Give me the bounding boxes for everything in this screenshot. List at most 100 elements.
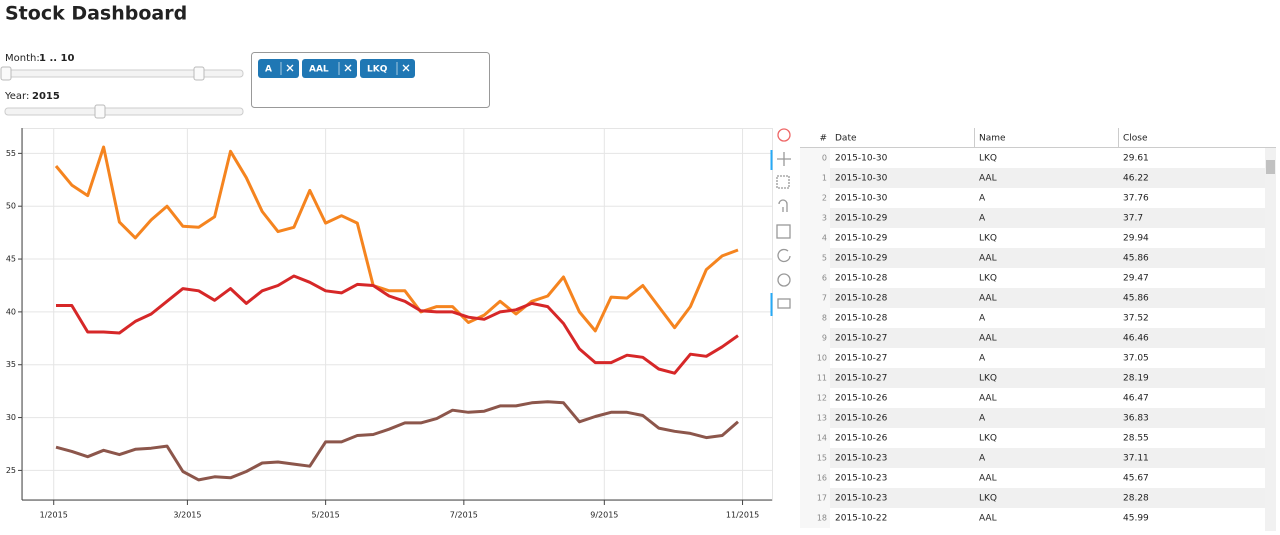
table-cell: 2015-10-22 — [835, 514, 887, 524]
y-tick-label: 45 — [6, 255, 16, 264]
table-cell: 2015-10-28 — [835, 314, 888, 324]
table-cell: 2015-10-27 — [835, 374, 887, 384]
year-label: Year: — [4, 91, 29, 102]
x-tick-label: 9/2015 — [590, 511, 618, 520]
y-tick-label: 35 — [6, 360, 16, 369]
table-row[interactable] — [800, 348, 1265, 368]
table-cell: 2015-10-26 — [835, 414, 888, 424]
tag-remove[interactable] — [402, 64, 410, 72]
y-tick-label: 25 — [6, 466, 16, 475]
table-row[interactable] — [800, 308, 1265, 328]
row-index: 13 — [817, 414, 827, 423]
tag[interactable] — [258, 59, 299, 78]
table-cell: AAL — [979, 394, 997, 404]
table-cell: LKQ — [979, 154, 997, 164]
table-cell: 37.11 — [1123, 454, 1149, 464]
table-cell: 2015-10-29 — [835, 214, 888, 224]
series-line — [56, 274, 739, 375]
table-row[interactable] — [800, 388, 1265, 408]
wheel-zoom-tool[interactable] — [778, 199, 788, 212]
table-row[interactable] — [800, 448, 1265, 468]
row-index-cell — [800, 328, 830, 348]
month-handle-end[interactable] — [193, 66, 205, 81]
table-cell: 2015-10-30 — [835, 194, 888, 204]
table-cell: A — [979, 214, 986, 224]
table-cell: AAL — [979, 514, 997, 524]
table-cell: LKQ — [979, 494, 997, 504]
box-zoom-tool[interactable] — [776, 175, 790, 189]
table-cell: 45.86 — [1123, 294, 1149, 304]
row-index-cell — [800, 188, 830, 208]
table-row[interactable] — [800, 268, 1265, 288]
bokeh-logo[interactable] — [777, 128, 791, 142]
row-index-cell — [800, 368, 830, 388]
table-row[interactable] — [800, 148, 1265, 168]
year-slider[interactable] — [4, 107, 244, 116]
table-cell: 45.99 — [1123, 514, 1149, 524]
table-cell: LKQ — [979, 234, 997, 244]
row-index: 12 — [817, 394, 827, 403]
y-tick-label: 55 — [6, 149, 16, 158]
tag[interactable] — [360, 59, 415, 78]
row-index: 18 — [817, 514, 827, 523]
tag-label: LKQ — [367, 65, 388, 75]
table-row[interactable] — [800, 248, 1265, 268]
pan-tool[interactable] — [777, 152, 791, 166]
month-handle-start[interactable] — [0, 66, 12, 81]
table-row[interactable] — [800, 168, 1265, 188]
table-row[interactable] — [800, 288, 1265, 308]
table-cell: A — [979, 454, 986, 464]
table-cell: 28.55 — [1123, 434, 1149, 444]
year-handle[interactable] — [94, 104, 106, 119]
table-cell: 2015-10-28 — [835, 294, 888, 304]
table-cell: 37.7 — [1123, 214, 1143, 224]
scrollbar-thumb[interactable] — [1266, 160, 1275, 174]
reset-tool[interactable] — [777, 248, 791, 263]
table-row[interactable] — [800, 428, 1265, 448]
row-index: 10 — [817, 354, 827, 363]
help-tool[interactable] — [777, 273, 791, 287]
table-cell: A — [979, 314, 986, 324]
save-tool[interactable] — [776, 224, 791, 239]
table-row[interactable] — [800, 408, 1265, 428]
table-row[interactable] — [800, 228, 1265, 248]
table-cell: AAL — [979, 174, 997, 184]
table-cell: 2015-10-27 — [835, 354, 887, 364]
column-header: Name — [979, 134, 1006, 144]
table-row[interactable] — [800, 508, 1265, 528]
row-index: 3 — [822, 214, 827, 223]
toolbar — [770, 128, 791, 316]
table-cell: 46.46 — [1123, 334, 1149, 344]
table-row[interactable] — [800, 368, 1265, 388]
row-index-cell — [800, 268, 830, 288]
row-index: 4 — [822, 234, 827, 243]
row-index: 14 — [817, 434, 827, 443]
table-row[interactable] — [800, 468, 1265, 488]
row-index-cell — [800, 168, 830, 188]
table-row[interactable] — [800, 328, 1265, 348]
table-row[interactable] — [800, 208, 1265, 228]
row-index-cell — [800, 228, 830, 248]
table-cell: 2015-10-29 — [835, 254, 888, 264]
tag-label: A — [265, 65, 272, 75]
y-tick-label: 50 — [6, 202, 16, 211]
table-cell: 2015-10-28 — [835, 274, 888, 284]
table-cell: 45.67 — [1123, 474, 1149, 484]
scrollbar[interactable] — [1265, 148, 1276, 531]
table-cell: 37.05 — [1123, 354, 1149, 364]
table-row[interactable] — [800, 188, 1265, 208]
table-row[interactable] — [800, 488, 1265, 508]
row-index: 11 — [817, 374, 827, 383]
table-cell: 2015-10-30 — [835, 174, 888, 184]
tag[interactable] — [302, 59, 357, 78]
x-tick-label: 7/2015 — [450, 511, 478, 520]
hover-tool[interactable] — [777, 298, 791, 309]
table-cell: 2015-10-23 — [835, 454, 887, 464]
tag-remove[interactable] — [286, 64, 294, 72]
month-slider[interactable] — [4, 69, 244, 78]
tag-remove[interactable] — [344, 64, 352, 72]
row-index: 1 — [822, 174, 827, 183]
table-cell: 2015-10-30 — [835, 154, 888, 164]
table-cell: AAL — [979, 334, 997, 344]
row-index: 6 — [822, 274, 827, 283]
